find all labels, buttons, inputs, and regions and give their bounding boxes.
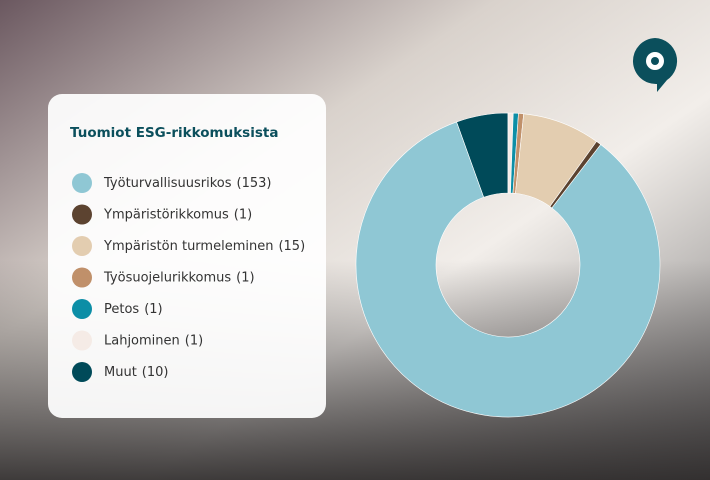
legend-label: Ympäristörikkomus (1) [103, 207, 252, 222]
legend-label: Työsuojelurikkomus (1) [103, 270, 255, 285]
logo [632, 38, 678, 92]
legend-label: Lahjominen (1) [104, 333, 203, 348]
legend-card [48, 94, 326, 418]
chart-title: Tuomiot ESG-rikkomuksista [70, 125, 278, 141]
legend-value: (1) [185, 333, 203, 348]
legend-name: Työturvallisuusrikos [103, 176, 232, 191]
legend-swatch [72, 267, 92, 288]
legend-name: Työsuojelurikkomus [103, 270, 231, 285]
legend-value: (1) [144, 302, 162, 317]
legend-value: (153) [237, 176, 272, 191]
legend-label: Muut (10) [104, 365, 168, 380]
legend-swatch [72, 330, 92, 351]
legend-value: (10) [142, 365, 169, 380]
legend-value: (1) [236, 270, 254, 285]
legend-swatch [72, 299, 92, 319]
legend-name: Lahjominen [104, 333, 180, 348]
legend-label: Petos (1) [104, 302, 163, 317]
legend-label: Ympäristön turmeleminen (15) [103, 239, 305, 254]
legend-name: Ympäristörikkomus [103, 207, 229, 222]
legend-name: Petos [104, 302, 139, 317]
legend-value: (15) [278, 239, 305, 254]
legend-swatch [72, 362, 92, 382]
legend-swatch [72, 204, 92, 225]
donut-slice [355, 121, 661, 418]
legend-swatch [72, 173, 92, 193]
legend-name: Muut [104, 365, 137, 380]
legend-name: Ympäristön turmeleminen [103, 239, 273, 254]
legend-label: Työturvallisuusrikos (153) [103, 176, 271, 191]
legend-value: (1) [234, 207, 252, 222]
legend-swatch [72, 236, 92, 256]
